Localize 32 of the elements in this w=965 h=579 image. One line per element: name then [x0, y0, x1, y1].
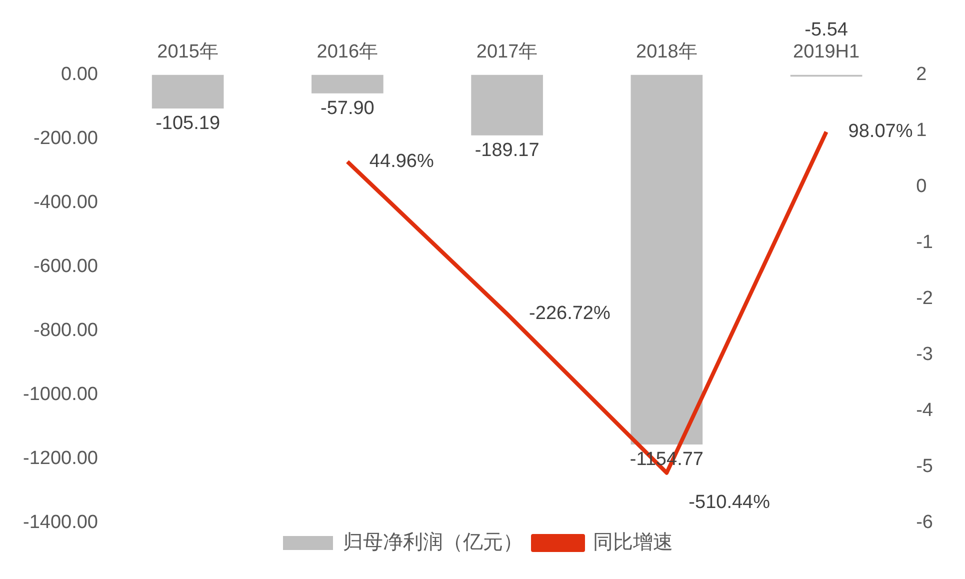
data-label: 44.96% — [369, 150, 434, 172]
y2-tick-label: -4 — [916, 400, 934, 422]
data-label: -510.44% — [688, 492, 770, 514]
y2-tick-label: -5 — [916, 456, 934, 478]
legend-label: 同比增速 — [593, 532, 673, 554]
y-tick-label: -1200.00 — [22, 448, 98, 470]
y2-tick-label: 1 — [916, 120, 927, 142]
y-tick-label: -1000.00 — [22, 384, 98, 406]
y-tick-label: -200.00 — [34, 128, 98, 150]
y2-tick-label: 2 — [916, 64, 927, 86]
y-tick-label: -1400.00 — [22, 512, 98, 534]
x-tick-label: 2015年 — [157, 42, 218, 63]
legend-label: 归母净利润（亿元） — [343, 532, 523, 554]
data-label: -57.90 — [320, 98, 374, 120]
y2-tick-label: -3 — [916, 344, 934, 366]
y-tick-label: -600.00 — [34, 256, 98, 278]
x-tick-label: 2018年 — [636, 42, 698, 63]
data-label: -105.19 — [156, 113, 220, 134]
data-label: -189.17 — [474, 140, 540, 162]
y2-tick-label: -1 — [916, 232, 934, 254]
data-label: 98.07% — [848, 121, 913, 142]
y-tick-label: -400.00 — [34, 192, 98, 214]
data-label: -226.72% — [529, 303, 610, 324]
x-tick-label: 2016年 — [316, 42, 378, 63]
x-tick-label: 2017年 — [476, 42, 538, 63]
y2-tick-label: -6 — [916, 512, 934, 534]
y-tick-label: 0.00 — [61, 64, 98, 86]
y2-tick-label: 0 — [916, 176, 927, 198]
x-tick-label: 2019H1 — [793, 42, 860, 63]
data-label: -5.54 — [804, 20, 848, 41]
y2-tick-label: -2 — [916, 288, 934, 310]
y-tick-label: -800.00 — [34, 320, 98, 342]
